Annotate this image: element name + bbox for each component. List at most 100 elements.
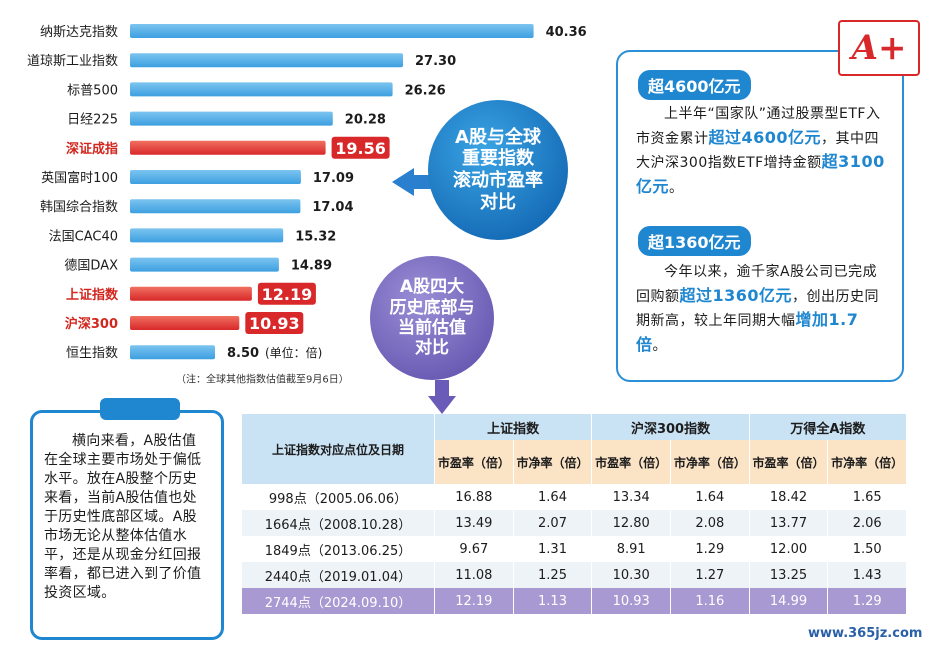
grade-badge: A+	[838, 20, 920, 76]
commentary-text: 横向来看，A股估值在全球主要市场处于偏低水平。放在A股整个历史来看，当前A股估值…	[44, 433, 202, 602]
value-label: 10.93	[249, 314, 300, 333]
table-cell: 2.06	[827, 510, 906, 536]
table-row: 2440点（2019.01.04） 11.08 1.25 10.30 1.27 …	[242, 562, 906, 588]
left-arrow-icon	[392, 168, 414, 196]
bar	[130, 53, 403, 68]
bar	[130, 345, 215, 360]
value-label-box	[331, 136, 390, 159]
table-cell: 1.43	[827, 562, 906, 588]
table-cell: 18.42	[749, 484, 829, 510]
bar	[130, 316, 240, 330]
clipboard-clip-icon	[100, 398, 180, 420]
table-cell: 1.31	[513, 536, 593, 562]
table-cell: 1.13	[513, 588, 593, 614]
pe-ratio-bar-chart: 纳斯达克指数 40.36 道琼斯工业指数 27.30 标普500 26.26 日经225 20…	[27, 24, 587, 385]
table-cell: 1.64	[513, 484, 593, 510]
table-row: 1849点（2013.06.25） 9.67 1.31 8.91 1.29 12…	[242, 536, 906, 562]
table-cell: 1.25	[513, 562, 593, 588]
row-date-cell: 2744点（2024.09.10）	[242, 588, 435, 614]
table-cell: 1.65	[827, 484, 906, 510]
category-label: 上证指数	[66, 287, 119, 303]
table-cell: 10.30	[591, 562, 672, 588]
table-row-current: 2744点（2024.09.10） 12.19 1.13 10.93 1.16 …	[242, 588, 906, 614]
category-label: 纳斯达克指数	[40, 25, 118, 40]
highlight-4600: 超过4600亿元	[708, 127, 822, 147]
table-cell: 1.27	[670, 562, 750, 588]
value-label: 27.30	[415, 54, 456, 69]
info-paragraph-2: 今年以来，逾千家A股公司已完成回购额超过1360亿元，创出历史同期新高，较上年同…	[636, 264, 880, 355]
row-date-cell: 1664点（2008.10.28）	[242, 510, 435, 536]
circle-blue-line-3: 滚动市盈率	[453, 170, 543, 191]
sub-header-pe: 市盈率（倍）	[434, 440, 514, 484]
global-comparison-circle: A股与全球 重要指数 滚动市盈率 对比	[428, 100, 568, 240]
group-header-wind-a: 万得全A指数	[749, 414, 906, 440]
circle-purple-line-3: 当前估值	[398, 318, 466, 338]
bar	[130, 286, 252, 301]
info-paragraph-1: 上半年“国家队”通过股票型ETF入市资金累计超过4600亿元，其中四大沪深300…	[636, 106, 885, 197]
bar	[130, 228, 284, 243]
valuation-table: 上证指数对应点位及日期 上证指数 沪深300指数 万得全A指数 市盈率（倍） 市…	[242, 414, 906, 614]
table-cell: 13.34	[591, 484, 672, 510]
highlight-1-7: 增加1.7倍	[636, 310, 859, 355]
category-label: 法国CAC40	[49, 229, 118, 244]
bar	[130, 24, 534, 38]
group-header-csi300: 沪深300指数	[591, 414, 750, 440]
value-label: 12.19	[262, 285, 313, 304]
category-label: 日经225	[67, 113, 118, 128]
value-label: 26.26	[405, 83, 446, 98]
value-label: 19.56	[335, 139, 386, 158]
table-cell: 16.88	[434, 484, 514, 510]
bar	[130, 111, 333, 126]
sub-header-pb: 市净率（倍）	[827, 440, 906, 484]
category-label: 沪深300	[65, 316, 118, 332]
category-label: 德国DAX	[64, 259, 118, 274]
chart-footnote: （注：全球其他指数估值截至9月6日）	[176, 372, 349, 385]
category-label: 恒生指数	[66, 346, 118, 361]
value-label: 20.28	[345, 113, 386, 128]
table-corner-header: 上证指数对应点位及日期	[242, 414, 435, 484]
sub-header-pb: 市净率（倍）	[513, 440, 593, 484]
value-label: 14.89	[291, 259, 332, 274]
table-row: 998点（2005.06.06） 16.88 1.64 13.34 1.64 1…	[242, 484, 906, 510]
value-label: 40.36	[546, 25, 587, 40]
bar	[130, 170, 301, 184]
value-label: 17.09	[313, 171, 354, 186]
row-date-cell: 2440点（2019.01.04）	[242, 562, 435, 588]
table-cell: 14.99	[749, 588, 829, 614]
value-label: 8.50	[227, 346, 259, 361]
value-label-box	[257, 282, 316, 305]
bar	[130, 82, 393, 97]
category-label: 韩国综合指数	[40, 200, 118, 215]
info-box	[616, 50, 904, 382]
table-row: 1664点（2008.10.28） 13.49 2.07 12.80 2.08 …	[242, 510, 906, 536]
circle-blue-line-4: 对比	[480, 191, 516, 213]
highlight-1360: 超过1360亿元	[679, 285, 793, 305]
category-label: 英国富时100	[41, 170, 118, 186]
watermark: www.365jz.com	[808, 626, 923, 641]
historical-comparison-circle: A股四大 历史底部与 当前估值 对比	[370, 256, 494, 380]
circle-blue-line-2: 重要指数	[462, 148, 534, 170]
table-cell: 12.19	[434, 588, 514, 614]
circle-purple-line-4: 对比	[415, 338, 449, 359]
circle-purple-line-1: A股四大	[399, 277, 465, 298]
table-cell: 13.49	[434, 510, 514, 536]
table-cell: 12.00	[749, 536, 829, 562]
pill-4600: 超4600亿元	[638, 70, 751, 100]
unit-note: (单位：倍)	[265, 345, 322, 360]
bar	[130, 140, 326, 155]
table-cell: 12.80	[591, 510, 672, 536]
table-cell: 2.07	[513, 510, 593, 536]
group-header-shanghai: 上证指数	[434, 414, 593, 440]
table-cell: 10.93	[591, 588, 672, 614]
bar	[130, 199, 301, 214]
highlight-3100: 超3100亿元	[636, 152, 885, 197]
category-label: 标普500	[67, 83, 118, 98]
table-cell: 11.08	[434, 562, 514, 588]
pill-1360: 超1360亿元	[638, 226, 751, 256]
value-label-box	[245, 312, 304, 334]
table-cell: 9.67	[434, 536, 514, 562]
category-label: 深证成指	[66, 141, 118, 157]
down-arrow-shaft	[435, 380, 449, 398]
circle-purple-line-2: 历史底部与	[389, 297, 475, 318]
value-label: 17.04	[312, 200, 353, 215]
